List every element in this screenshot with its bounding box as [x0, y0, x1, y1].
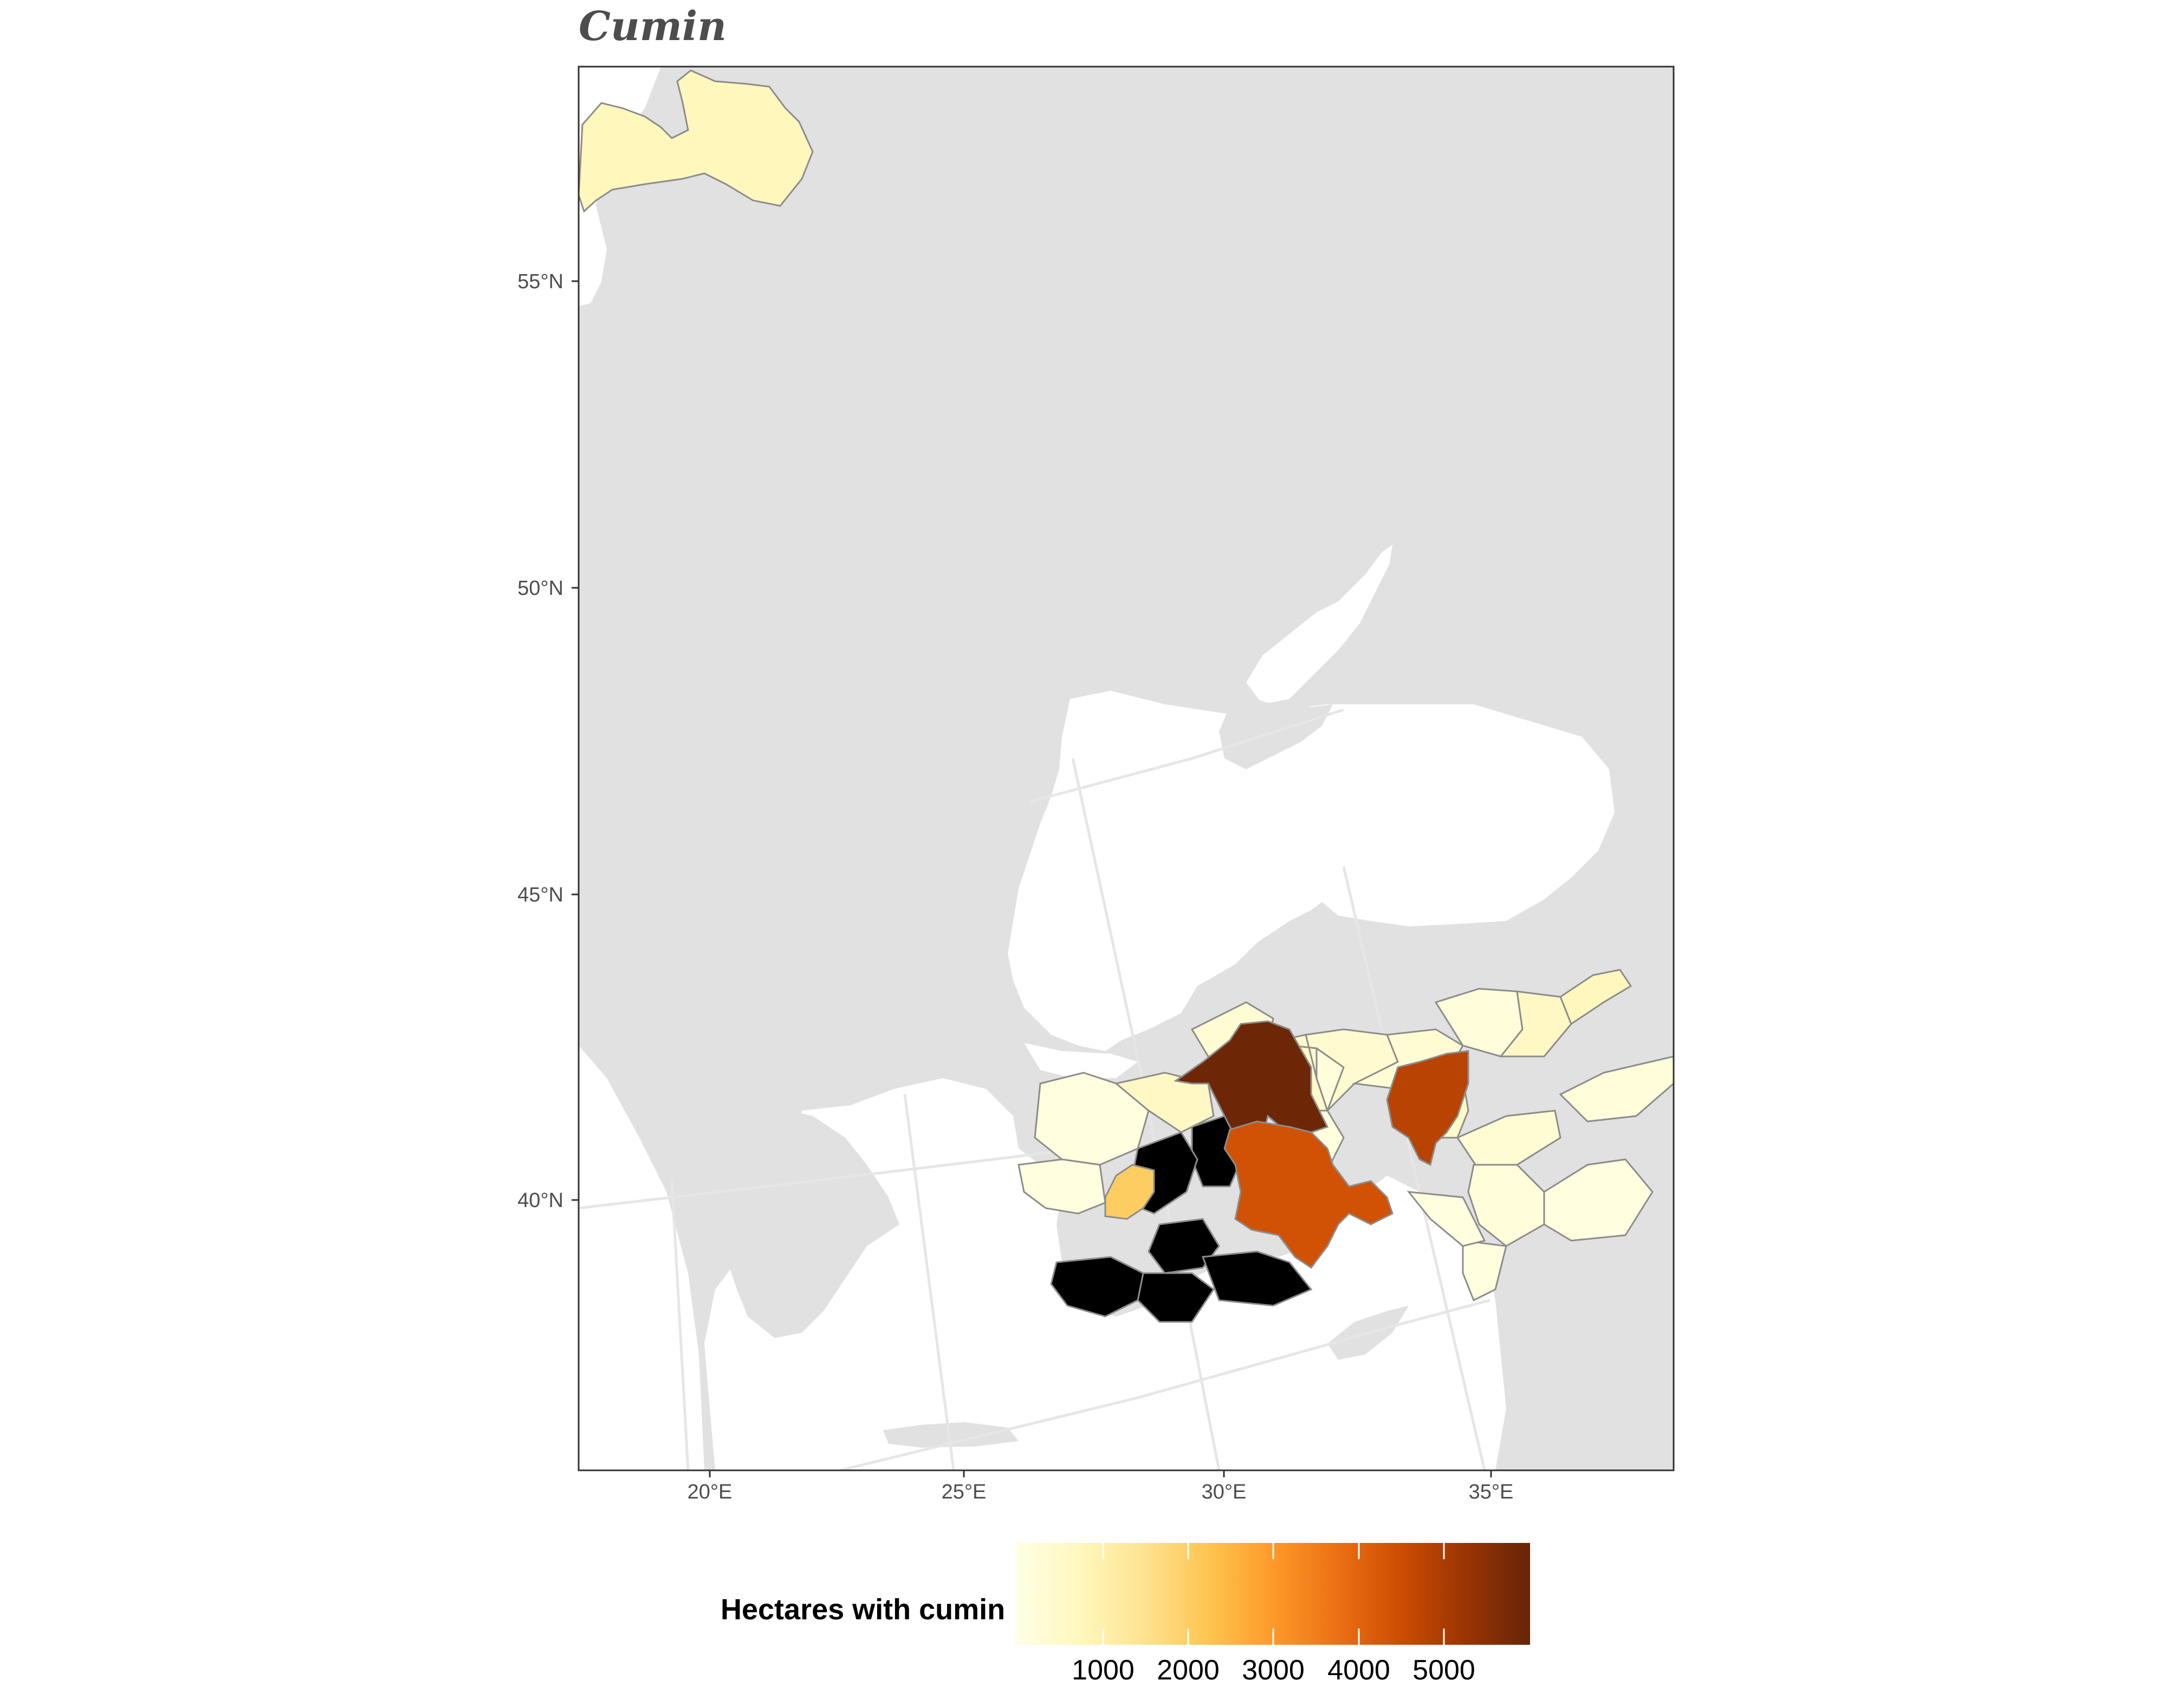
legend-tick-label: 3000: [1242, 1655, 1305, 1686]
x-tick-label: 30°E: [1202, 1481, 1247, 1503]
greece: [715, 1105, 899, 1338]
black-sea: [1008, 691, 1615, 1051]
legend-tick-label: 1000: [1072, 1655, 1135, 1686]
region-6: [1559, 969, 1632, 1026]
crete: [883, 1422, 1019, 1448]
y-tick-label: 40°N: [517, 1189, 563, 1212]
highlight-provinces: [1104, 1020, 1469, 1269]
x-axis: [709, 1470, 1492, 1477]
region-13: [1543, 1158, 1654, 1242]
y-tick-label: 45°N: [517, 884, 563, 906]
panel-border: [578, 66, 1675, 1471]
region-high-4: [1104, 1164, 1155, 1220]
legend-tick-label: 4000: [1327, 1655, 1390, 1686]
x-tick-label: 25°E: [942, 1481, 987, 1503]
legend-colorbar: [1016, 1543, 1530, 1645]
region-15: [1462, 1240, 1507, 1302]
mediterranean-sea: [704, 1078, 1506, 1470]
y-axis: [572, 280, 579, 1201]
legend-ticks: [1102, 1543, 1445, 1645]
region-19: [1114, 1072, 1215, 1133]
region-18: [1018, 1158, 1106, 1215]
x-tick-label: 35°E: [1469, 1481, 1514, 1503]
y-tick-label: 55°N: [517, 270, 563, 293]
legend-tick-label: 5000: [1412, 1655, 1475, 1686]
legend-title: Hectares with cumin: [721, 1593, 1006, 1626]
region-high-2: [1223, 1120, 1394, 1269]
map-title: Cumin: [579, 3, 727, 50]
legend-tick-label: 2000: [1157, 1655, 1220, 1686]
region-22: [1148, 1218, 1220, 1274]
y-tick-label: 50°N: [517, 577, 563, 600]
sea-of-marmara: [1024, 1043, 1138, 1078]
region-latvia: [579, 69, 814, 213]
x-tick-label: 20°E: [688, 1481, 733, 1503]
region-14: [1467, 1164, 1545, 1247]
region-12: [1559, 1055, 1674, 1123]
region-high-3: [1386, 1050, 1469, 1166]
region-24: [1201, 1250, 1313, 1307]
ionian-sea: [579, 1046, 704, 1470]
region-25: [1050, 1256, 1144, 1318]
graticule: [579, 708, 1490, 1470]
sea-of-azov: [1246, 544, 1392, 704]
region-16: [1407, 1191, 1486, 1247]
